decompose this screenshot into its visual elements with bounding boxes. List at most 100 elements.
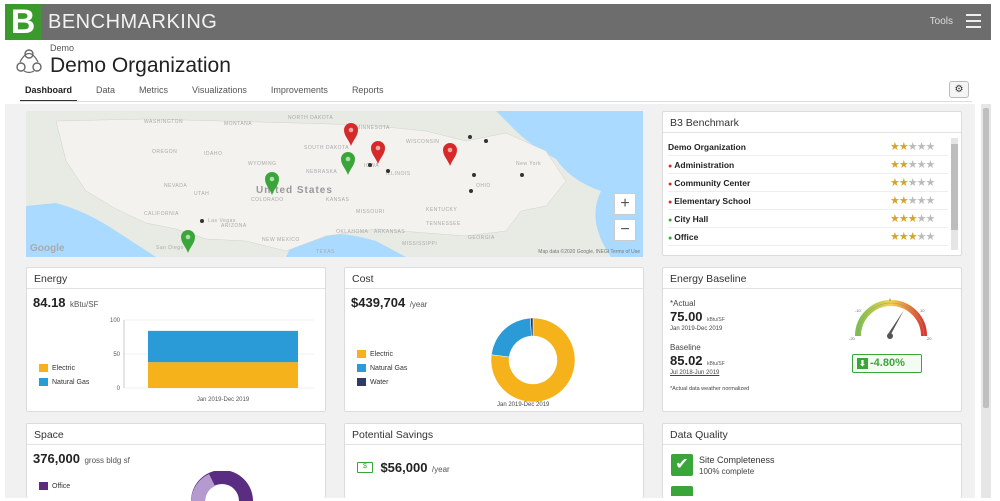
energy-y-tick: 50 [113, 352, 120, 358]
zoom-in-button[interactable]: + [614, 193, 636, 215]
benchmark-row[interactable]: ● Community Center ★★★★★ [668, 175, 948, 192]
actual-value: 75.00 [670, 309, 703, 324]
star-filled-icon: ★ [890, 195, 900, 207]
map-label: WASHINGTON [144, 119, 184, 125]
map-label: MISSOURI [356, 209, 385, 215]
tab-reports[interactable]: Reports [351, 85, 384, 95]
dashboard-settings-button[interactable]: ⚙ [949, 81, 969, 98]
savings-summary: $ $56,000 /year [357, 459, 450, 477]
tab-visualizations[interactable]: Visualizations [192, 85, 247, 95]
red-marker-icon: ● [668, 163, 673, 170]
hamburger-menu-icon[interactable] [966, 14, 981, 28]
map-label: ILLINOIS [386, 171, 411, 177]
star-empty-icon: ★ [925, 213, 936, 225]
baseline-gauge: -20 -10 0 10 20 [849, 297, 932, 341]
red-map-pin-icon[interactable] [371, 141, 385, 164]
energy-unit: kBtu/SF [70, 300, 99, 309]
city-dot [468, 135, 472, 139]
space-legend-office: Office [39, 482, 70, 490]
cost-slice-electric[interactable] [490, 317, 576, 403]
benchmark-row[interactable]: Demo Organization ★★★★★ [668, 139, 948, 156]
green-map-pin-icon[interactable] [265, 172, 279, 195]
star-empty-icon: ★ [916, 177, 927, 189]
benchmark-scrollbar[interactable] [951, 138, 958, 250]
map-label: NEVADA [164, 183, 188, 189]
space-summary: 376,000 gross bldg sf [33, 450, 130, 468]
map-label: Las Vegas [208, 218, 236, 224]
tab-dashboard[interactable]: Dashboard [20, 84, 78, 102]
check-icon [671, 486, 693, 496]
star-empty-icon: ★ [925, 159, 936, 171]
top-bar: B BENCHMARKING Tools [5, 4, 991, 40]
star-filled-icon: ★ [907, 213, 918, 225]
city-dot [472, 173, 476, 177]
savings-title: Potential Savings [345, 424, 643, 445]
down-arrow-icon: ⬇ [857, 357, 868, 369]
map-attribution[interactable]: Map data ©2020 Google, INEGI Terms of Us… [538, 249, 640, 255]
benchmark-row[interactable]: ● Office ★★★★★ [668, 229, 948, 246]
green-map-pin-icon[interactable] [341, 152, 355, 175]
benchmark-row-name: ● Elementary School [668, 196, 751, 206]
star-filled-icon: ★ [890, 213, 900, 225]
baseline-label: Baseline [670, 343, 701, 352]
google-logo: Google [30, 243, 65, 254]
savings-unit: /year [431, 465, 450, 474]
baseline-title: Energy Baseline [663, 268, 961, 289]
baseline-period[interactable]: Jul 2018-Jun 2019 [670, 370, 720, 376]
energy-bar-natural-gas [148, 330, 298, 363]
red-map-pin-icon[interactable] [344, 123, 358, 146]
star-rating: ★★★★★ [890, 158, 936, 171]
page-title: Demo Organization [50, 54, 231, 77]
map-label: OHIO [476, 183, 491, 189]
benchmark-row-name: ● Administration [668, 160, 735, 170]
benchmark-row[interactable]: ● City Hall ★★★★★ [668, 211, 948, 228]
benchmark-row[interactable]: ● Administration ★★★★★ [668, 157, 948, 174]
savings-value: $56,000 [380, 460, 428, 475]
map-label: GEORGIA [468, 235, 495, 241]
cost-summary: $439,704 /year [351, 294, 427, 312]
star-empty-icon: ★ [916, 159, 927, 171]
cost-slice-natural-gas[interactable] [491, 317, 532, 358]
energy-x-tick: Jan 2019-Dec 2019 [197, 397, 250, 403]
star-empty-icon: ★ [907, 195, 918, 207]
cost-slice-water[interactable] [530, 317, 534, 337]
actual-period: Jan 2019-Dec 2019 [670, 326, 723, 332]
tab-data[interactable]: Data [96, 85, 116, 95]
tools-label[interactable]: Tools [929, 16, 953, 27]
map-label: ARKANSAS [374, 229, 406, 235]
map-pins [181, 123, 524, 253]
baseline-change-value: -4.80% [870, 357, 905, 369]
map-label: NORTH DAKOTA [288, 115, 334, 121]
benchmark-row[interactable]: ● Elementary School ★★★★★ [668, 193, 948, 210]
zoom-out-button[interactable]: − [614, 219, 636, 241]
map-label: UTAH [194, 191, 210, 197]
map-label: WYOMING [248, 161, 277, 167]
tab-improvements[interactable]: Improvements [270, 85, 328, 95]
energy-value: 84.18 [33, 295, 66, 310]
benchmark-panel: B3 Benchmark [662, 111, 962, 256]
baseline-summary: 85.02 kBtu/SF [670, 352, 725, 370]
energy-baseline-panel: Energy Baseline *Actual 75.00 kBtu/SF Ja… [662, 267, 962, 412]
cost-title: Cost [345, 268, 643, 289]
green-map-pin-icon[interactable] [181, 230, 195, 253]
red-map-pin-icon[interactable] [443, 143, 457, 166]
left-collapse-strip[interactable] [5, 104, 17, 498]
building-map[interactable]: WASHINGTON MONTANA NORTH DAKOTA MINNESOTA OR… [26, 111, 643, 257]
tab-metrics[interactable]: Metrics [139, 85, 169, 95]
energy-legend-gas: Natural Gas [39, 378, 89, 386]
star-filled-icon: ★ [890, 177, 900, 189]
cost-period: Jan 2019-Dec 2019 [497, 402, 550, 408]
page-scrollbar-thumb[interactable] [983, 108, 989, 408]
benchmark-row-name: ● Community Center [668, 178, 751, 188]
star-filled-icon: ★ [890, 159, 900, 171]
money-icon: $ [357, 462, 373, 474]
star-rating: ★★★★★ [890, 176, 935, 189]
savings-panel: Potential Savings $ $56,000 /year [344, 423, 644, 498]
star-filled-icon: ★ [898, 231, 909, 243]
star-empty-icon: ★ [916, 141, 927, 153]
city-dot [200, 219, 204, 223]
energy-summary: 84.18 kBtu/SF [33, 294, 98, 312]
b3-logo[interactable]: B [5, 4, 41, 40]
star-empty-icon: ★ [907, 159, 918, 171]
star-filled-icon: ★ [898, 159, 909, 171]
